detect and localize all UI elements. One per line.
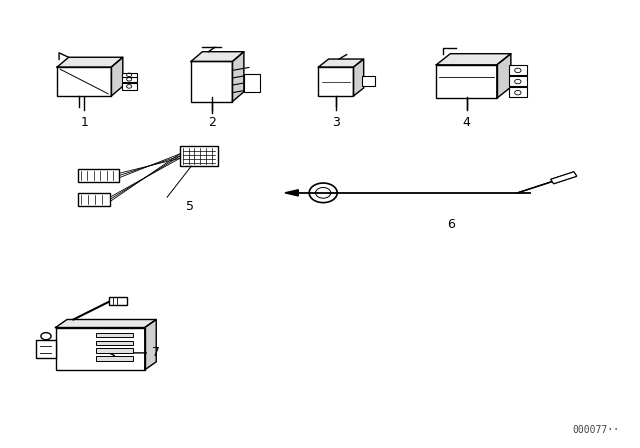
Bar <box>122 76 138 82</box>
Text: 3: 3 <box>332 116 340 129</box>
Polygon shape <box>497 54 511 98</box>
Bar <box>509 76 527 86</box>
Polygon shape <box>550 172 577 184</box>
Bar <box>244 74 260 92</box>
Bar <box>96 333 133 337</box>
Text: 4: 4 <box>463 116 470 129</box>
Text: 000077··: 000077·· <box>573 426 620 435</box>
Bar <box>57 67 111 96</box>
Text: 2: 2 <box>208 116 216 129</box>
Polygon shape <box>111 57 123 96</box>
Bar <box>109 297 127 305</box>
Polygon shape <box>57 57 123 67</box>
Polygon shape <box>436 54 511 65</box>
Bar <box>319 67 353 96</box>
Polygon shape <box>191 52 244 61</box>
Bar <box>78 193 109 206</box>
Polygon shape <box>145 319 156 370</box>
Polygon shape <box>353 59 364 96</box>
Bar <box>180 146 218 166</box>
Bar <box>56 327 145 370</box>
Polygon shape <box>319 59 364 67</box>
Bar <box>96 349 133 353</box>
Bar <box>78 169 119 182</box>
Polygon shape <box>232 52 244 102</box>
Text: 7: 7 <box>152 346 161 359</box>
Bar <box>191 61 232 102</box>
Bar <box>122 73 138 77</box>
Bar <box>36 340 56 358</box>
Bar <box>96 356 133 361</box>
Bar <box>436 65 497 98</box>
Bar <box>509 87 527 97</box>
Text: 6: 6 <box>447 217 455 231</box>
Polygon shape <box>550 172 577 184</box>
Bar <box>509 65 527 75</box>
Bar <box>96 340 133 345</box>
Text: 1: 1 <box>80 116 88 129</box>
Bar <box>362 76 375 86</box>
Polygon shape <box>285 190 298 196</box>
Polygon shape <box>56 319 156 327</box>
Text: 5: 5 <box>186 200 194 213</box>
Bar <box>122 83 138 90</box>
